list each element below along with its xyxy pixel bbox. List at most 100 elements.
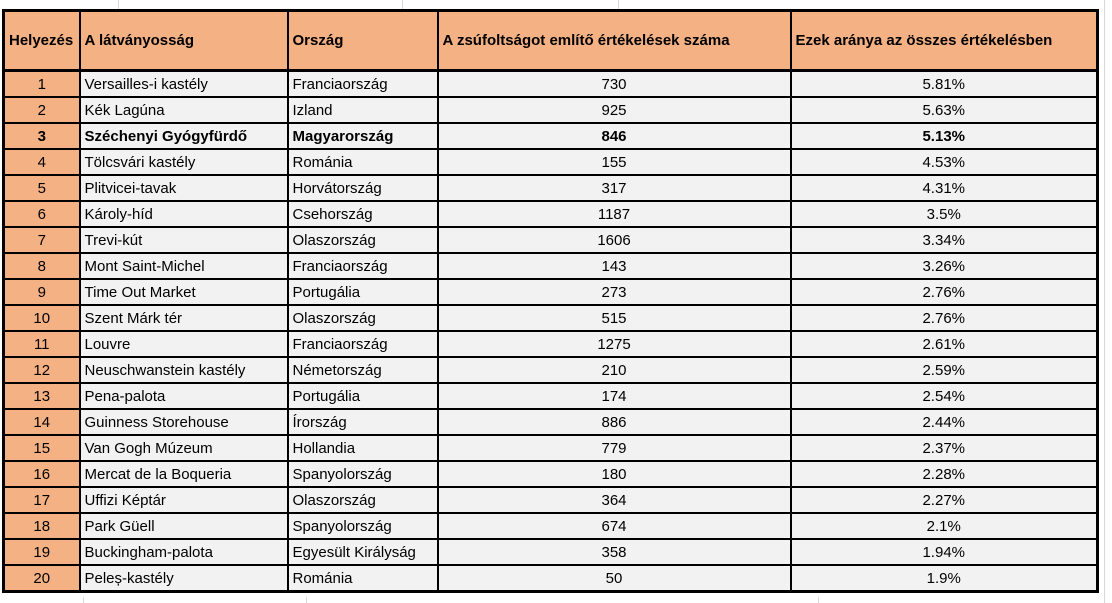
- cell-attraction[interactable]: Neuschwanstein kastély: [78, 356, 289, 384]
- cell-rank[interactable]: 6: [2, 200, 81, 228]
- cell-country[interactable]: Franciaország: [286, 330, 439, 358]
- cell-country[interactable]: Franciaország: [286, 69, 439, 98]
- cell-share[interactable]: 3.26%: [789, 252, 1099, 280]
- cell-share[interactable]: 4.53%: [789, 148, 1099, 176]
- cell-rank[interactable]: 18: [2, 512, 81, 540]
- cell-attraction[interactable]: Pena-palota: [78, 382, 289, 410]
- cell-mentions[interactable]: 210: [436, 356, 792, 384]
- cell-country[interactable]: Olaszország: [286, 486, 439, 514]
- cell-attraction[interactable]: Kék Lagúna: [78, 96, 289, 124]
- cell-rank[interactable]: 12: [2, 356, 81, 384]
- cell-mentions[interactable]: 50: [436, 564, 792, 593]
- cell-share[interactable]: 2.76%: [789, 304, 1099, 332]
- cell-country[interactable]: Franciaország: [286, 252, 439, 280]
- cell-mentions[interactable]: 273: [436, 278, 792, 306]
- cell-attraction[interactable]: Széchenyi Gyógyfürdő: [78, 122, 289, 150]
- column-header-attraction[interactable]: A látványosság: [78, 9, 289, 72]
- cell-share[interactable]: 2.76%: [789, 278, 1099, 306]
- cell-mentions[interactable]: 886: [436, 408, 792, 436]
- column-header-share[interactable]: Ezek aránya az összes értékelésben: [789, 9, 1099, 72]
- cell-mentions[interactable]: 1606: [436, 226, 792, 254]
- cell-country[interactable]: Olaszország: [286, 304, 439, 332]
- cell-rank[interactable]: 3: [2, 122, 81, 150]
- cell-mentions[interactable]: 779: [436, 434, 792, 462]
- cell-rank[interactable]: 14: [2, 408, 81, 436]
- cell-attraction[interactable]: Szent Márk tér: [78, 304, 289, 332]
- cell-mentions[interactable]: 358: [436, 538, 792, 566]
- cell-share[interactable]: 4.31%: [789, 174, 1099, 202]
- cell-rank[interactable]: 4: [2, 148, 81, 176]
- cell-rank[interactable]: 7: [2, 226, 81, 254]
- cell-mentions[interactable]: 180: [436, 460, 792, 488]
- cell-attraction[interactable]: Van Gogh Múzeum: [78, 434, 289, 462]
- cell-rank[interactable]: 20: [2, 564, 81, 593]
- cell-mentions[interactable]: 174: [436, 382, 792, 410]
- column-header-rank[interactable]: Helyezés: [2, 9, 81, 72]
- cell-attraction[interactable]: Mont Saint-Michel: [78, 252, 289, 280]
- cell-mentions[interactable]: 1275: [436, 330, 792, 358]
- cell-mentions[interactable]: 155: [436, 148, 792, 176]
- cell-attraction[interactable]: Trevi-kút: [78, 226, 289, 254]
- cell-country[interactable]: Olaszország: [286, 226, 439, 254]
- cell-attraction[interactable]: Tölcsvári kastély: [78, 148, 289, 176]
- cell-mentions[interactable]: 317: [436, 174, 792, 202]
- cell-country[interactable]: Írország: [286, 408, 439, 436]
- cell-rank[interactable]: 8: [2, 252, 81, 280]
- cell-country[interactable]: Portugália: [286, 278, 439, 306]
- cell-rank[interactable]: 11: [2, 330, 81, 358]
- cell-share[interactable]: 2.61%: [789, 330, 1099, 358]
- cell-country[interactable]: Spanyolország: [286, 512, 439, 540]
- cell-country[interactable]: Németország: [286, 356, 439, 384]
- cell-share[interactable]: 2.1%: [789, 512, 1099, 540]
- cell-rank[interactable]: 5: [2, 174, 81, 202]
- cell-rank[interactable]: 13: [2, 382, 81, 410]
- cell-attraction[interactable]: Mercat de la Boqueria: [78, 460, 289, 488]
- cell-rank[interactable]: 16: [2, 460, 81, 488]
- cell-attraction[interactable]: Károly-híd: [78, 200, 289, 228]
- cell-country[interactable]: Románia: [286, 148, 439, 176]
- cell-attraction[interactable]: Versailles-i kastély: [78, 69, 289, 98]
- cell-attraction[interactable]: Louvre: [78, 330, 289, 358]
- cell-share[interactable]: 2.54%: [789, 382, 1099, 410]
- cell-mentions[interactable]: 846: [436, 122, 792, 150]
- cell-mentions[interactable]: 730: [436, 69, 792, 98]
- cell-attraction[interactable]: Plitvicei-tavak: [78, 174, 289, 202]
- column-header-mentions[interactable]: A zsúfoltságot említő értékelések száma: [436, 9, 792, 72]
- cell-rank[interactable]: 19: [2, 538, 81, 566]
- cell-rank[interactable]: 9: [2, 278, 81, 306]
- column-header-country[interactable]: Ország: [286, 9, 439, 72]
- cell-share[interactable]: 5.63%: [789, 96, 1099, 124]
- cell-share[interactable]: 1.9%: [789, 564, 1099, 593]
- cell-attraction[interactable]: Guinness Storehouse: [78, 408, 289, 436]
- cell-share[interactable]: 2.27%: [789, 486, 1099, 514]
- cell-share[interactable]: 2.59%: [789, 356, 1099, 384]
- cell-share[interactable]: 1.94%: [789, 538, 1099, 566]
- cell-mentions[interactable]: 925: [436, 96, 792, 124]
- cell-mentions[interactable]: 364: [436, 486, 792, 514]
- cell-country[interactable]: Egyesült Királyság: [286, 538, 439, 566]
- cell-country[interactable]: Románia: [286, 564, 439, 593]
- cell-mentions[interactable]: 674: [436, 512, 792, 540]
- cell-country[interactable]: Hollandia: [286, 434, 439, 462]
- cell-attraction[interactable]: Time Out Market: [78, 278, 289, 306]
- cell-share[interactable]: 2.28%: [789, 460, 1099, 488]
- cell-country[interactable]: Spanyolország: [286, 460, 439, 488]
- cell-rank[interactable]: 17: [2, 486, 81, 514]
- cell-rank[interactable]: 15: [2, 434, 81, 462]
- cell-mentions[interactable]: 515: [436, 304, 792, 332]
- cell-rank[interactable]: 10: [2, 304, 81, 332]
- cell-country[interactable]: Izland: [286, 96, 439, 124]
- cell-share[interactable]: 3.34%: [789, 226, 1099, 254]
- cell-share[interactable]: 5.13%: [789, 122, 1099, 150]
- cell-attraction[interactable]: Uffizi Képtár: [78, 486, 289, 514]
- cell-country[interactable]: Csehország: [286, 200, 439, 228]
- cell-share[interactable]: 5.81%: [789, 69, 1099, 98]
- cell-mentions[interactable]: 1187: [436, 200, 792, 228]
- cell-share[interactable]: 2.37%: [789, 434, 1099, 462]
- cell-attraction[interactable]: Park Güell: [78, 512, 289, 540]
- cell-share[interactable]: 3.5%: [789, 200, 1099, 228]
- cell-share[interactable]: 2.44%: [789, 408, 1099, 436]
- cell-country[interactable]: Magyarország: [286, 122, 439, 150]
- cell-attraction[interactable]: Buckingham-palota: [78, 538, 289, 566]
- cell-country[interactable]: Horvátország: [286, 174, 439, 202]
